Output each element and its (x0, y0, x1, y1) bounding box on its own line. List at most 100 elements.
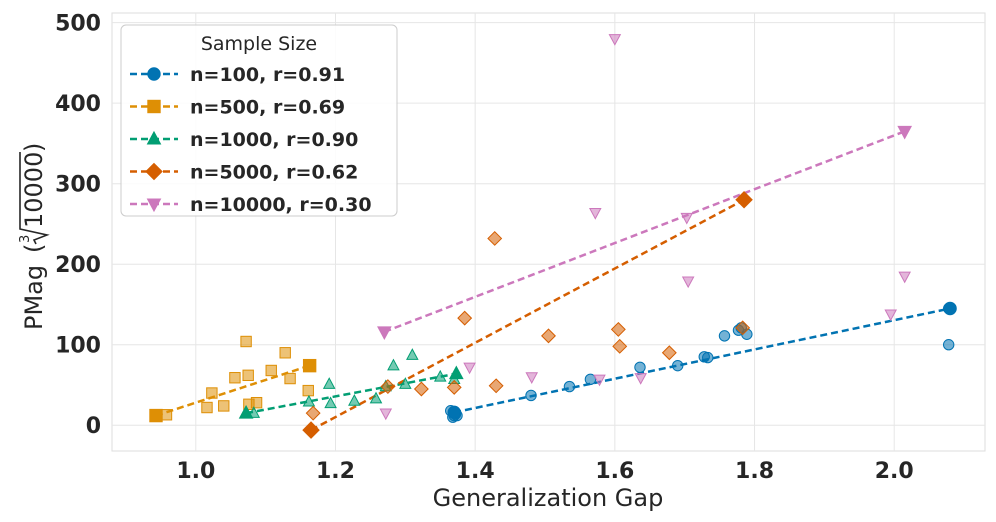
data-point (672, 359, 684, 372)
data-point (160, 409, 173, 421)
data-point (942, 339, 955, 351)
fit-endpoints (149, 125, 957, 439)
fit-endpoint (897, 125, 913, 140)
legend-entry: n=10000, r=0.30 (130, 194, 372, 216)
y-tick-label: 400 (55, 92, 101, 117)
data-point (588, 208, 602, 220)
data-point (487, 230, 503, 246)
legend-label: n=10000, r=0.30 (190, 194, 372, 216)
data-point (305, 405, 321, 421)
fit-endpoint (238, 404, 254, 419)
legend-marker (146, 130, 162, 145)
legend-marker (147, 67, 161, 81)
x-axis-label: Generalization Gap (433, 484, 664, 512)
fit-line (383, 130, 906, 334)
fit-endpoint (943, 301, 957, 316)
data-point (279, 347, 291, 359)
data-point (302, 384, 314, 397)
data-point (399, 377, 412, 389)
y-axis-label-paren-open: ( (20, 244, 48, 253)
y-axis-label-text: PMag (20, 265, 48, 330)
data-point (322, 377, 336, 389)
y-axis-label-paren-close: ) (20, 143, 48, 152)
data-point (608, 34, 622, 46)
data-point (735, 320, 751, 336)
x-tick-label: 1.0 (176, 459, 215, 484)
data-point (634, 373, 647, 385)
radical-sign (19, 152, 50, 245)
legend-label: n=5000, r=0.62 (190, 162, 358, 184)
data-point (242, 369, 254, 382)
data-point (229, 372, 241, 384)
data-point (446, 379, 462, 395)
data-point (284, 372, 296, 385)
y-axis-label-radicand: 10000 (20, 152, 48, 228)
data-point (240, 335, 252, 348)
y-axis-label-root-index: 3 (18, 235, 33, 243)
data-point (433, 369, 447, 382)
legend-label: n=100, r=0.91 (190, 64, 345, 86)
data-point (541, 328, 556, 344)
fit-endpoint (735, 191, 753, 209)
legend-frame (120, 24, 398, 217)
data-point (702, 351, 714, 364)
data-point (218, 400, 230, 412)
y-tick-label: 300 (55, 173, 101, 198)
legend-marker (147, 99, 161, 114)
data-point (324, 396, 337, 409)
data-point (525, 372, 539, 384)
y-tick-label: 200 (55, 253, 101, 278)
data-point (406, 348, 419, 360)
fit-line (310, 198, 745, 432)
y-tick-label: 100 (55, 334, 101, 359)
data-point (681, 276, 695, 289)
data-point (380, 379, 396, 395)
data-point (463, 362, 476, 375)
x-tick-label: 1.2 (316, 459, 355, 484)
legend-label: n=500, r=0.69 (190, 97, 345, 119)
data-point (584, 373, 597, 386)
data-point (265, 364, 277, 377)
fit-endpoint (302, 358, 317, 373)
x-tick-label: 1.4 (456, 459, 495, 484)
data-point (369, 391, 383, 404)
data-point (680, 212, 694, 225)
fit-line (155, 364, 311, 417)
data-point (718, 330, 731, 342)
fit-endpoint (302, 421, 320, 439)
data-point (563, 380, 576, 393)
data-point (348, 394, 361, 406)
legend-label: n=1000, r=0.90 (190, 129, 358, 151)
data-point (593, 374, 606, 387)
legend-entry: n=1000, r=0.90 (130, 129, 358, 151)
legend-entries: n=100, r=0.91 n=500, r=0.69 n=1000, r=0.90… (130, 64, 372, 216)
legend: Sample Size n=100, r=0.91n=500, r=0.69n=… (120, 24, 398, 217)
data-point (302, 394, 316, 407)
legend-marker (146, 198, 162, 213)
data-point (379, 408, 393, 421)
data-point (488, 378, 504, 394)
x-tick-label: 1.6 (595, 459, 634, 484)
data-point (250, 396, 263, 409)
data-point (884, 309, 898, 322)
y-tick-label: 500 (55, 12, 101, 37)
y-tick-label: 0 (86, 414, 101, 439)
x-tick-label: 2.0 (875, 459, 914, 484)
fit-line (245, 372, 457, 415)
legend-title: Sample Size (201, 33, 317, 55)
data-point (206, 387, 218, 399)
fit-endpoint (149, 408, 163, 423)
data-point (457, 310, 473, 326)
data-point (661, 345, 677, 361)
axis-ticks: 1.0 1.2 1.4 1.6 1.8 2.0 0 100 200 300 400 500 (55, 12, 914, 484)
data-point (525, 389, 537, 402)
fit-endpoint (448, 365, 464, 380)
data-point (612, 338, 628, 354)
data-point (610, 321, 626, 337)
legend-entry: n=500, r=0.69 (130, 97, 345, 119)
legend-entry: n=100, r=0.91 (130, 64, 345, 86)
y-axis-label: PMag ( 3 10000 ) (18, 143, 50, 330)
legend-marker (145, 162, 163, 181)
fit-endpoint (377, 326, 392, 341)
